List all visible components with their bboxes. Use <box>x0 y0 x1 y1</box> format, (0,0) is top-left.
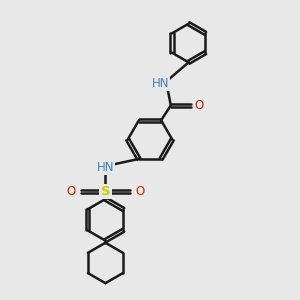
Text: HN: HN <box>152 76 169 90</box>
Text: O: O <box>135 185 144 198</box>
Text: S: S <box>100 185 110 198</box>
Text: HN: HN <box>97 161 114 174</box>
Text: O: O <box>66 185 76 198</box>
Text: O: O <box>195 99 204 112</box>
